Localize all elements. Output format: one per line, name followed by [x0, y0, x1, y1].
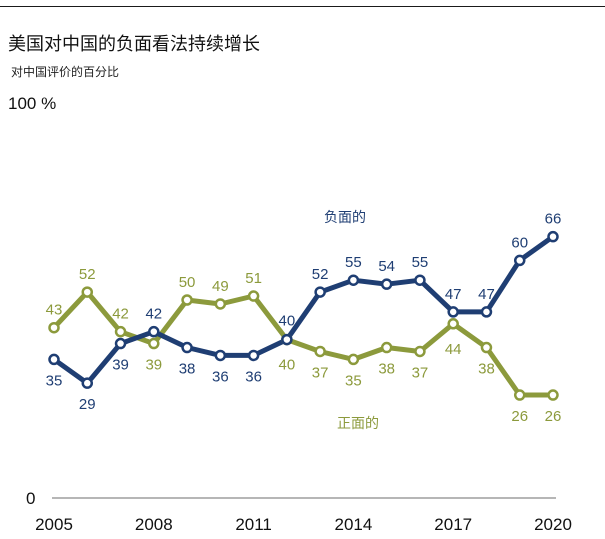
positive-data-label: 37: [312, 364, 329, 381]
negative-point: [247, 349, 260, 362]
negative-data-label: 55: [345, 254, 362, 271]
x-tick-label: 2008: [135, 515, 173, 534]
positive-data-label: 38: [478, 361, 495, 378]
positive-point: [347, 353, 360, 366]
negative-data-label: 47: [478, 286, 495, 303]
x-tick-label: 2005: [35, 515, 73, 534]
positive-point: [314, 345, 326, 358]
positive-data-label: 26: [545, 408, 562, 425]
negative-data-label: 29: [79, 396, 96, 413]
x-tick-label: 2017: [434, 515, 472, 534]
negative-point: [214, 349, 227, 362]
negative-point: [447, 306, 459, 318]
positive-data-label: 44: [445, 341, 462, 358]
negative-data-label: 55: [412, 254, 429, 271]
positive-data-label: 42: [112, 306, 129, 323]
positive-point: [148, 337, 160, 350]
positive-data-label: 50: [179, 274, 196, 291]
y-tick-label-0: 0: [26, 489, 35, 508]
positive-point: [81, 286, 94, 298]
y-tick-label-100: 100 %: [8, 94, 56, 113]
positive-point: [380, 341, 393, 354]
negative-data-label: 35: [46, 372, 63, 389]
negative-point: [81, 377, 94, 389]
negative-data-label: 60: [511, 234, 528, 251]
negative-point: [148, 325, 160, 338]
positive-point: [181, 294, 193, 306]
positive-data-label: 52: [79, 266, 96, 283]
positive-point: [447, 318, 459, 330]
negative-point: [281, 333, 293, 346]
positive-point: [513, 389, 526, 401]
negative-data-label: 42: [145, 306, 162, 323]
positive-data-label: 37: [412, 364, 429, 381]
negative-data-label: 40: [279, 313, 296, 330]
negative-point: [547, 230, 559, 243]
negative-point: [414, 274, 426, 286]
positive-point: [214, 298, 227, 310]
positive-data-label: 39: [145, 357, 162, 374]
positive-point: [414, 345, 426, 358]
x-tick-label: 2014: [334, 515, 372, 534]
negative-point: [114, 337, 127, 350]
negative-data-label: 38: [179, 361, 196, 378]
negative-point: [380, 278, 393, 290]
negative-point: [480, 306, 493, 318]
negative-data-label: 66: [545, 211, 562, 228]
negative-point: [513, 254, 526, 267]
positive-point: [114, 325, 127, 338]
negative-series-line: [51, 234, 556, 386]
negative-data-label: 47: [445, 286, 462, 303]
x-tick-label: 2011: [235, 515, 272, 534]
positive-point: [247, 290, 260, 302]
positive-data-label: 35: [345, 372, 362, 389]
x-tick-label: 2020: [534, 515, 572, 534]
negative-data-label: 52: [312, 266, 329, 283]
negative-point: [48, 353, 60, 366]
top-rule: [0, 6, 605, 7]
negative-data-label: 36: [212, 368, 229, 385]
positive-data-label: 26: [511, 408, 528, 425]
positive-point: [480, 341, 493, 354]
chart-title: 美国对中国的负面看法持续增长: [8, 34, 260, 55]
positive-data-label: 51: [245, 270, 262, 287]
positive-data-label: 40: [279, 357, 296, 374]
series-label-negative: 负面的: [324, 210, 366, 226]
negative-point: [314, 286, 326, 298]
positive-data-label: 38: [378, 361, 395, 378]
positive-data-label: 49: [212, 278, 229, 295]
negative-data-label: 36: [245, 368, 262, 385]
negative-point: [347, 274, 360, 286]
negative-point: [181, 341, 193, 354]
negative-data-label: 54: [378, 258, 395, 275]
negative-data-label: 39: [112, 357, 129, 374]
series-label-positive: 正面的: [337, 416, 379, 432]
positive-data-label: 43: [46, 302, 63, 319]
positive-point: [48, 321, 60, 334]
chart-subtitle: 对中国评价的百分比: [11, 65, 120, 79]
positive-point: [547, 389, 559, 401]
